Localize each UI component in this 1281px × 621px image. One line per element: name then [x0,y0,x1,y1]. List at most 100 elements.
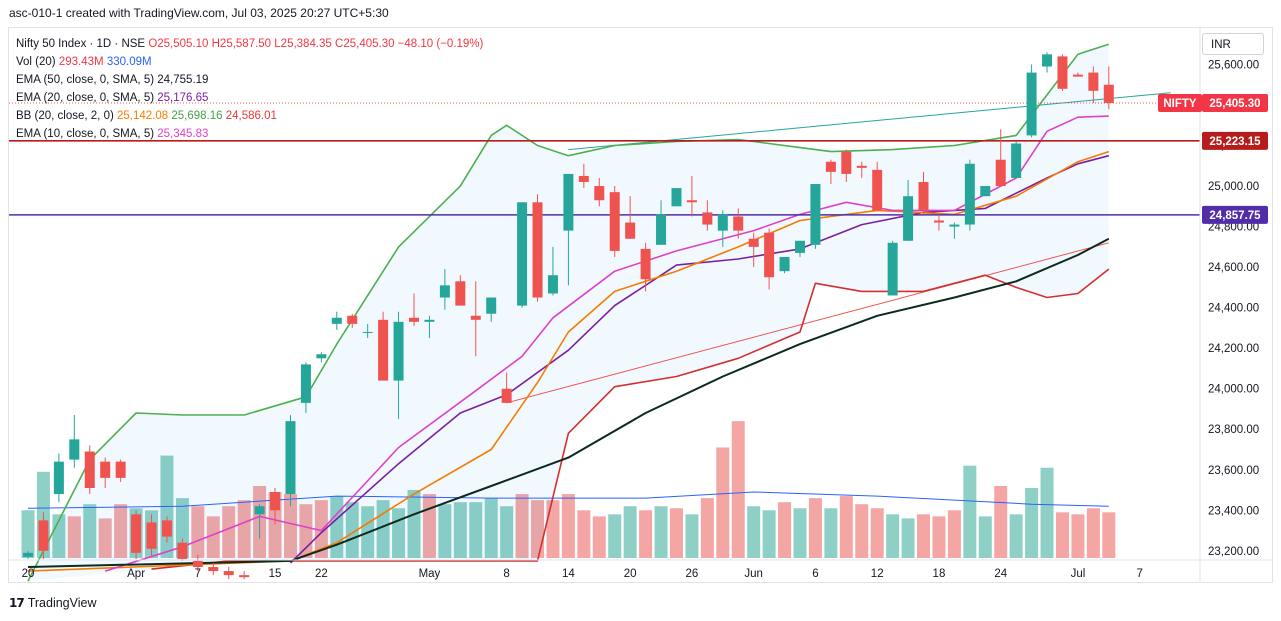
candle-body [1103,84,1114,103]
legend-main[interactable]: Nifty 50 Index · 1D · NSE O25,505.10 H25… [16,35,483,53]
volume-bar [947,510,961,558]
candle-body [409,317,419,322]
candle-body [239,575,250,578]
currency-selector[interactable]: INR [1202,33,1264,55]
candle-body [779,256,790,272]
candle-body [223,571,234,576]
candle-body [316,354,327,359]
volume-bar [1086,508,1100,558]
candle-body [486,297,497,314]
price-tick-label: 25,600.00 [1208,59,1259,71]
candle-body [23,552,33,557]
volume-bar [886,514,900,558]
volume-bar [21,510,35,558]
volume-bar [98,518,112,558]
volume-bar [376,500,390,558]
candle-body [717,214,728,231]
candle-body [764,232,775,278]
candle-body [53,461,64,495]
time-tick-label: 24 [994,568,1007,580]
volume-bar [500,506,514,558]
volume-bar [731,421,745,558]
candle-body [161,520,172,537]
legend-bb-basis: 25,142.08 [117,110,169,122]
volume-bar [561,494,575,558]
candle-body [331,317,342,324]
candle-body [656,214,667,245]
price-tick-label: 23,600.00 [1208,465,1259,477]
level2-tag: 24,857.75 [1209,210,1261,222]
candle-body [270,492,281,511]
candle-body [362,331,373,333]
volume-bar [855,504,869,558]
candle-body [995,159,1006,187]
ema10-line [104,115,1109,572]
legend-ema10[interactable]: EMA (10, close, 0, SMA, 5) 25,345.83 [16,125,483,143]
ema50-line [27,237,1110,568]
candle-body [115,461,126,478]
price-tick-label: 23,400.00 [1208,505,1259,517]
volume-bars [21,421,1116,558]
candle-body [347,315,358,324]
volume-bar [994,485,1008,558]
candle-body [686,200,697,203]
legend-ema10-value: 25,345.83 [157,128,209,140]
volume-bar [469,502,483,558]
candle-body [192,560,203,568]
bb-lower-line [151,268,1110,570]
legend-ohlc: O25,505.10 H25,587.50 L25,384.35 C25,405… [148,38,484,50]
bb-upper-line [27,43,1110,582]
candles [23,52,1114,580]
legend-bb[interactable]: BB (20, close, 2, 0) 25,142.08 25,698.16… [16,107,483,125]
volume-bar [623,506,637,558]
time-tick-label: 6 [812,568,818,580]
legend-volume[interactable]: Vol (20) 293.43M 330.09M [16,53,483,71]
volume-bar [283,494,297,558]
price-tick-label: 24,400.00 [1208,303,1259,315]
volume-bar [839,496,853,558]
candle-body [378,319,389,381]
volume-bar [824,508,838,558]
indicator-legend: Nifty 50 Index · 1D · NSE O25,505.10 H25… [16,35,483,143]
time-tick-label: 7 [195,568,201,580]
level1-tag: 25,223.15 [1209,136,1261,148]
candle-body [177,542,188,559]
volume-bar [978,516,992,558]
volume-bar [1055,512,1069,558]
volume-bar [222,506,236,558]
tradingview-logo-icon: 17 [9,596,25,610]
candle-body [1026,72,1037,136]
volume-bar [407,490,421,558]
volume-bar [345,502,359,558]
volume-bar [1071,514,1085,558]
candle-body [980,186,991,197]
candle-body [455,281,466,306]
candle-body [393,321,404,381]
price-tick-label: 24,000.00 [1208,384,1259,396]
last-price-tag: 25,405.30 [1209,98,1260,110]
volume-bar [114,504,128,558]
time-tick-label: 20 [624,568,637,580]
candle-body [625,222,636,239]
legend-vol-label: Vol (20) [16,56,56,68]
legend-ema20[interactable]: EMA (20, close, 0, SMA, 5) 25,176.65 [16,89,483,107]
candle-body [810,184,821,245]
candle-body [146,522,157,549]
volume-bar [870,508,884,558]
candle-body [640,248,651,280]
candle-body [949,224,960,227]
bb-basis-line [289,154,1110,564]
candle-body [933,220,944,223]
legend-ema50[interactable]: EMA (50, close, 0, SMA, 5) 24,755.19 [16,71,483,89]
candle-body [1011,143,1022,178]
candle-body [1057,56,1068,89]
candle-body [856,165,867,168]
volume-bar [191,506,205,558]
volume-ma-line [27,491,1109,509]
candle-body [903,196,914,241]
volume-bar [83,504,97,558]
legend-ema50-value: 24,755.19 [157,74,209,86]
volume-bar [453,502,467,558]
price-tags: NIFTY 25,405.30 25,223.15 24,857.75 [1158,93,1268,224]
